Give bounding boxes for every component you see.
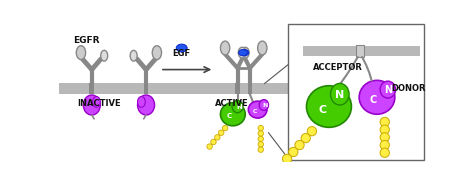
Circle shape	[215, 135, 220, 140]
Ellipse shape	[137, 95, 155, 115]
Text: EGFR: EGFR	[73, 36, 100, 45]
Ellipse shape	[239, 50, 247, 56]
Ellipse shape	[130, 50, 137, 61]
Ellipse shape	[259, 100, 268, 110]
Circle shape	[219, 130, 224, 135]
Bar	[90, 83, 94, 94]
Text: ACCEPTOR: ACCEPTOR	[313, 63, 364, 72]
Ellipse shape	[330, 83, 349, 105]
Bar	[356, 45, 364, 57]
Circle shape	[211, 139, 216, 145]
Ellipse shape	[83, 95, 100, 115]
Circle shape	[258, 136, 264, 142]
Ellipse shape	[359, 80, 395, 114]
Circle shape	[258, 125, 264, 131]
Text: DONOR: DONOR	[391, 84, 426, 93]
Circle shape	[289, 147, 298, 157]
Text: ACTIVE: ACTIVE	[215, 99, 248, 108]
Circle shape	[222, 125, 228, 131]
Ellipse shape	[240, 50, 249, 56]
Text: C: C	[370, 95, 377, 105]
Ellipse shape	[100, 50, 108, 61]
Circle shape	[380, 133, 390, 142]
Ellipse shape	[220, 103, 245, 126]
Circle shape	[380, 117, 390, 126]
Ellipse shape	[176, 44, 187, 52]
Circle shape	[258, 142, 264, 147]
Ellipse shape	[307, 86, 351, 127]
Text: N: N	[335, 90, 345, 100]
Circle shape	[258, 131, 264, 136]
Text: C: C	[319, 105, 327, 115]
Ellipse shape	[92, 96, 100, 107]
Ellipse shape	[76, 46, 86, 60]
Text: C: C	[253, 109, 257, 114]
Text: N: N	[384, 85, 392, 95]
Text: EGF: EGF	[173, 50, 191, 58]
Text: INACTIVE: INACTIVE	[78, 99, 121, 108]
Circle shape	[380, 148, 390, 157]
Ellipse shape	[238, 47, 246, 58]
Ellipse shape	[248, 101, 267, 118]
Text: N: N	[262, 103, 267, 108]
Ellipse shape	[137, 96, 145, 107]
Circle shape	[295, 141, 304, 150]
Circle shape	[301, 133, 310, 143]
Circle shape	[307, 126, 317, 136]
Circle shape	[380, 141, 390, 150]
Ellipse shape	[152, 46, 162, 60]
Bar	[247, 83, 252, 94]
Bar	[303, 46, 420, 56]
Circle shape	[258, 147, 264, 152]
Bar	[144, 83, 148, 94]
Ellipse shape	[380, 81, 396, 98]
Circle shape	[283, 154, 292, 163]
Bar	[288, 24, 424, 160]
Circle shape	[207, 144, 212, 149]
Text: N: N	[236, 104, 242, 110]
Ellipse shape	[258, 41, 267, 55]
Circle shape	[380, 125, 390, 134]
Bar	[59, 83, 300, 94]
Ellipse shape	[232, 100, 243, 113]
Ellipse shape	[241, 47, 249, 58]
Text: C: C	[227, 113, 231, 119]
Bar	[235, 83, 240, 94]
Ellipse shape	[220, 41, 230, 55]
